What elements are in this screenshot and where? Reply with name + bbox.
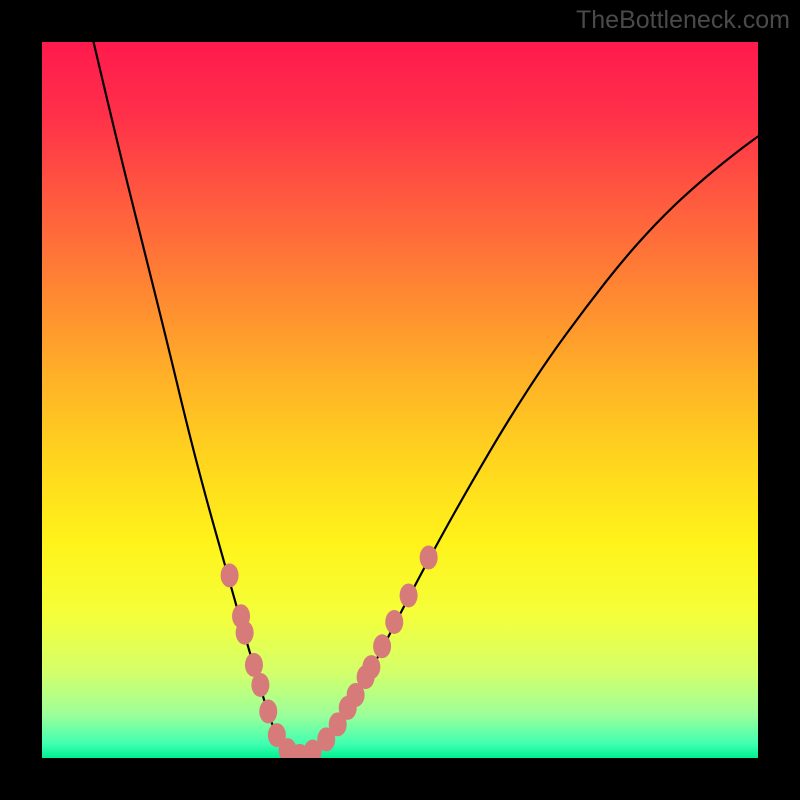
- chart-frame: TheBottleneck.com: [0, 0, 800, 800]
- data-marker: [385, 610, 403, 634]
- data-marker: [259, 699, 277, 723]
- data-marker: [362, 655, 380, 679]
- data-marker: [373, 634, 391, 658]
- marker-group: [221, 546, 438, 758]
- plot-area: [42, 42, 758, 758]
- data-marker: [420, 546, 438, 570]
- left-curve: [94, 42, 300, 757]
- curve-layer: [42, 42, 758, 758]
- data-marker: [236, 621, 254, 645]
- data-marker: [251, 673, 269, 697]
- data-marker: [221, 563, 239, 587]
- watermark-text: TheBottleneck.com: [576, 6, 790, 35]
- data-marker: [400, 583, 418, 607]
